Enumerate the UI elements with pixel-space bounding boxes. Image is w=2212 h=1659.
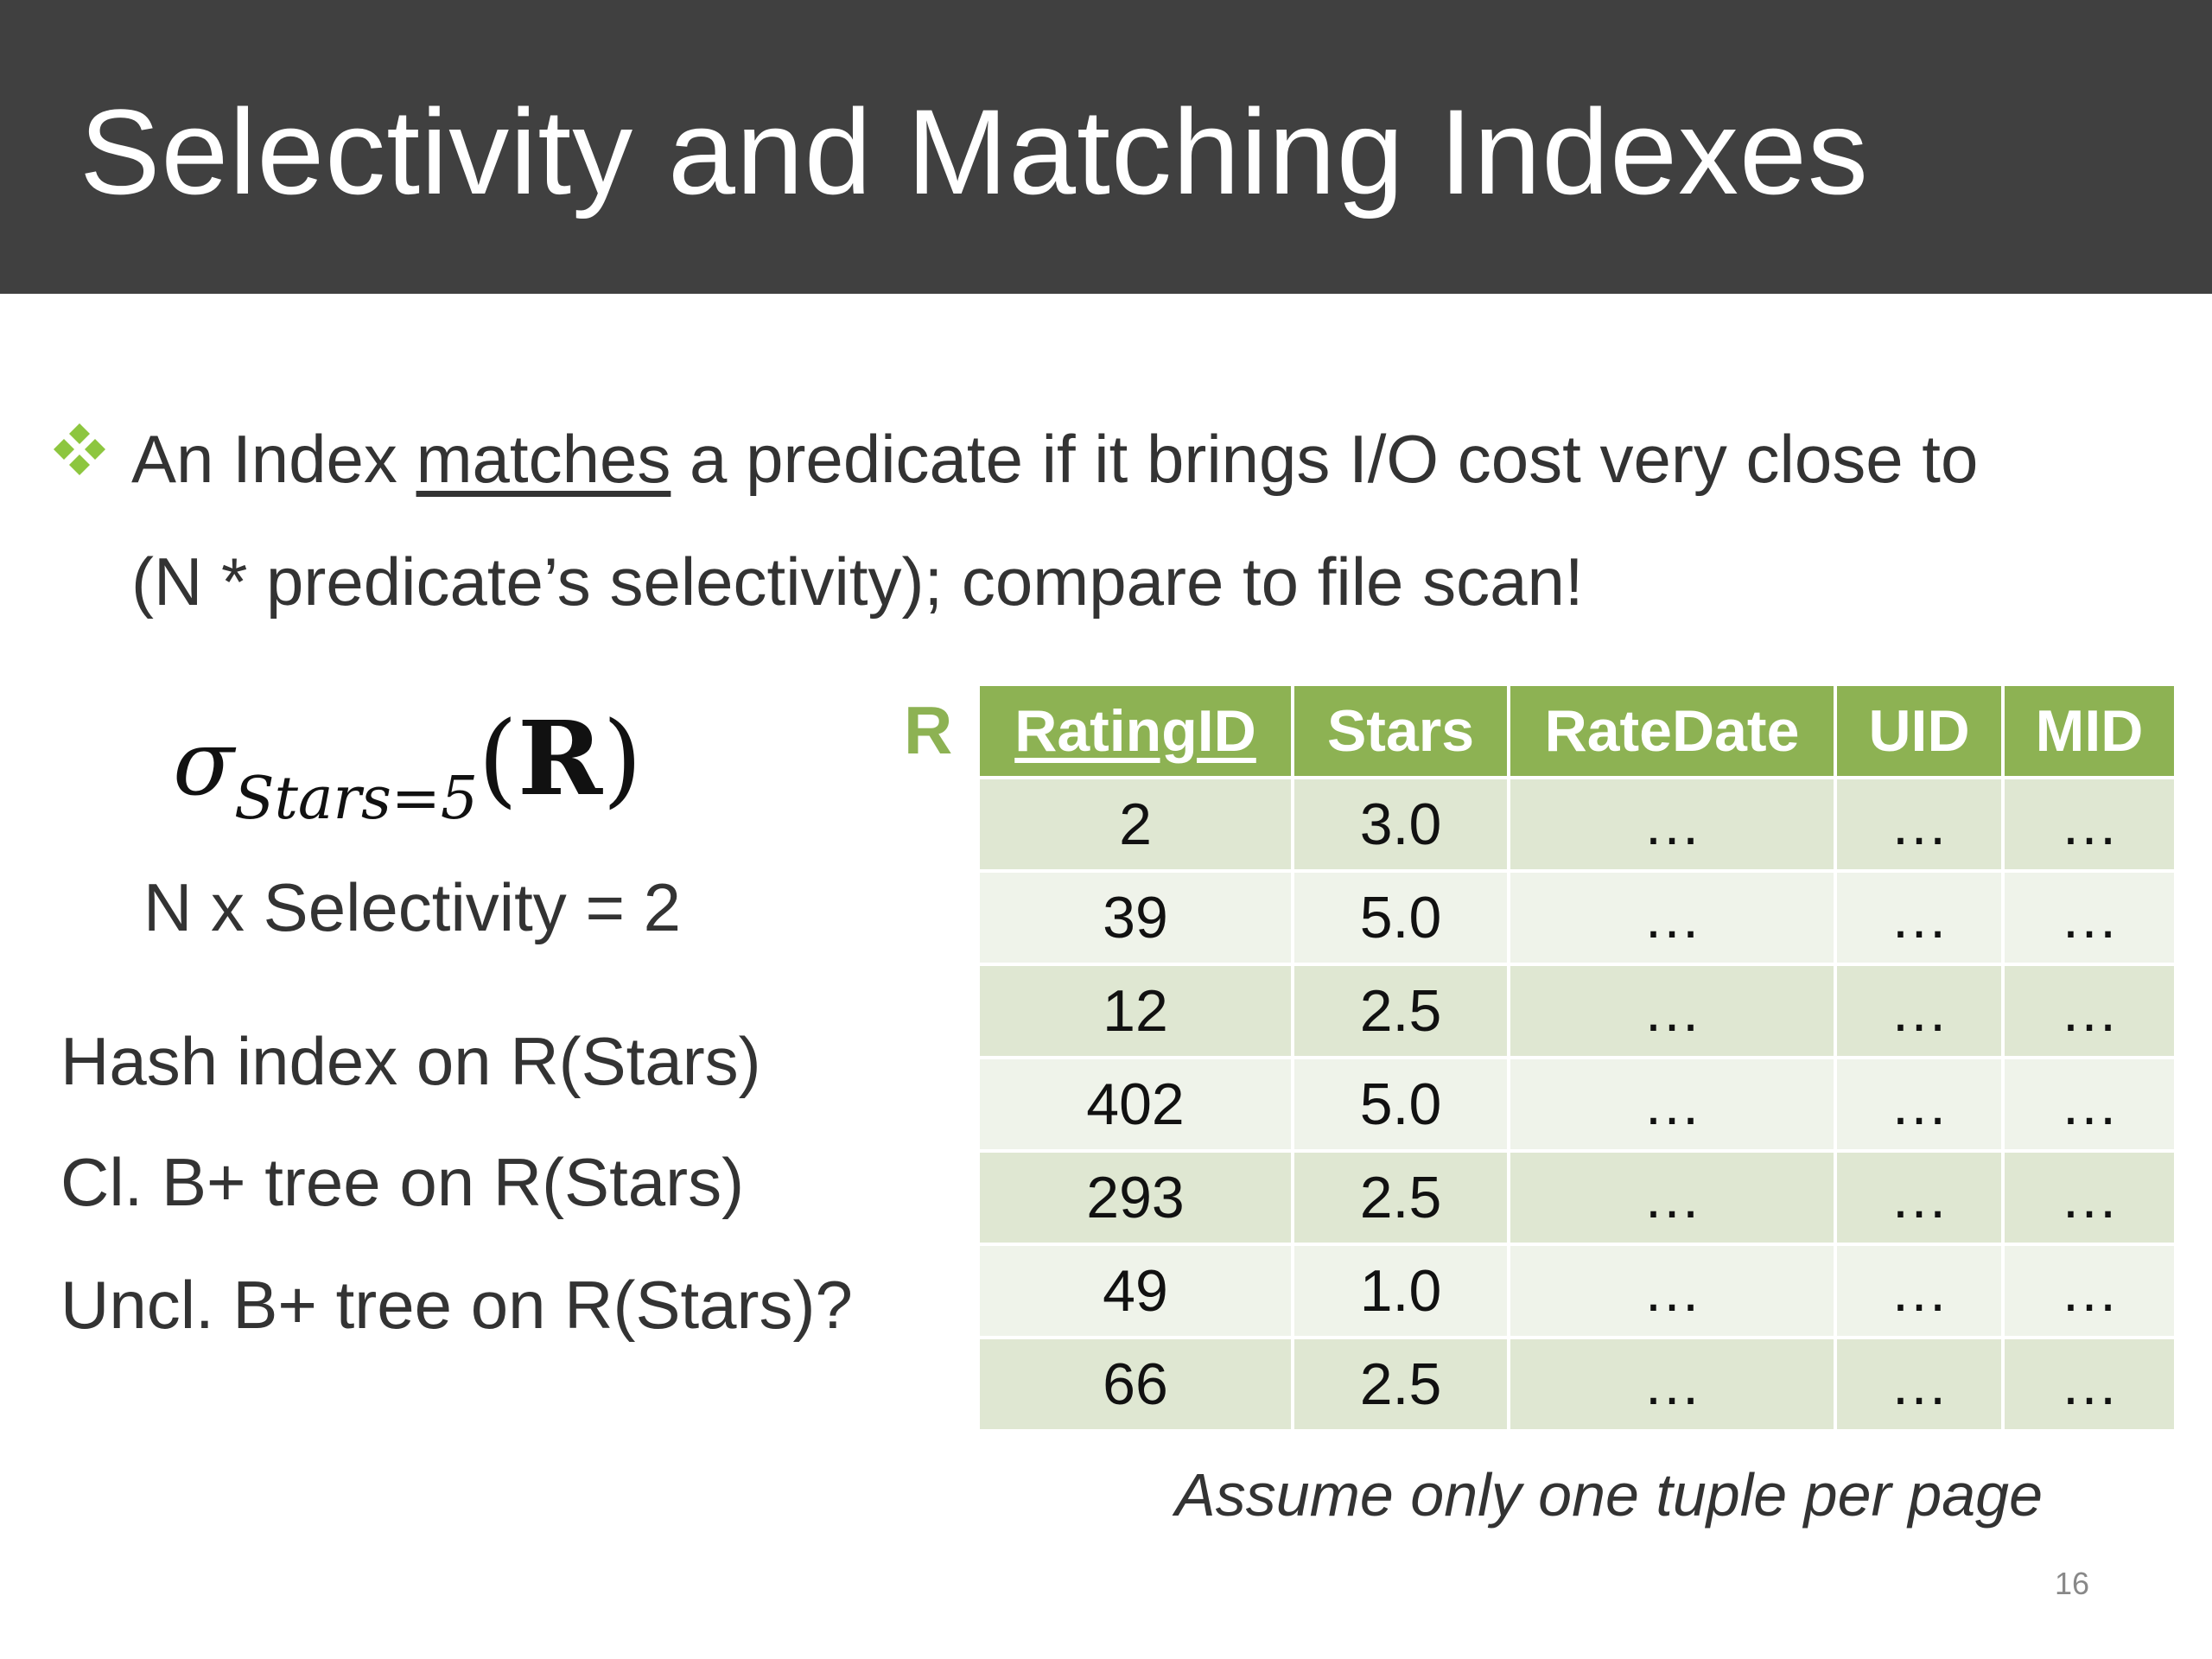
four-diamond-bullet-icon — [54, 423, 105, 475]
cell-mid: … — [2001, 1336, 2177, 1433]
table-row: 12 2.5 … … … — [976, 963, 2177, 1059]
bullet-text: An Index matches a predicate if it bring… — [131, 397, 1978, 643]
cell-ratingid: 39 — [976, 869, 1294, 966]
cell-ratedate: … — [1507, 776, 1837, 873]
cell-ratedate: … — [1507, 1243, 1837, 1339]
cell-ratingid: 2 — [976, 776, 1294, 873]
cell-ratingid: 49 — [976, 1243, 1294, 1339]
formula-argument: (R) — [478, 698, 643, 818]
cell-stars: 3.0 — [1291, 776, 1510, 873]
table-row: 2 3.0 … … … — [976, 776, 2177, 873]
table-caption: Assume only one tuple per page — [1175, 1461, 2043, 1529]
cell-ratingid: 66 — [976, 1336, 1294, 1433]
underlined-term: matches — [416, 421, 671, 497]
column-header-stars: Stars — [1291, 683, 1510, 779]
table-row: 293 2.5 … … … — [976, 1149, 2177, 1246]
cell-stars: 2.5 — [1291, 963, 1510, 1059]
cell-uid: … — [1834, 1336, 2005, 1433]
selection-formula: σStars=5(R) — [173, 698, 643, 833]
bullet-text-start: An Index — [131, 421, 416, 497]
cell-uid: … — [1834, 869, 2005, 966]
index-option-unclustered: Uncl. B+ tree on R(Stars)? — [60, 1267, 853, 1343]
cell-mid: … — [2001, 1243, 2177, 1339]
cell-uid: … — [1834, 776, 2005, 873]
bullet-text-line2: (N * predicate’s selectivity); compare t… — [131, 543, 1584, 620]
cell-ratedate: … — [1507, 1149, 1837, 1246]
cell-stars: 2.5 — [1291, 1336, 1510, 1433]
cell-mid: … — [2001, 1056, 2177, 1153]
cell-ratedate: … — [1507, 869, 1837, 966]
cell-ratingid: 402 — [976, 1056, 1294, 1153]
column-header-ratedate: RateDate — [1507, 683, 1837, 779]
ratings-table: RatingID Stars RateDate UID MID 2 3.0 … … — [976, 683, 2177, 1433]
cell-uid: … — [1834, 1243, 2005, 1339]
column-header-uid: UID — [1834, 683, 2005, 779]
cell-mid: … — [2001, 1149, 2177, 1246]
cell-ratingid: 293 — [976, 1149, 1294, 1246]
cell-mid: … — [2001, 963, 2177, 1059]
column-header-mid: MID — [2001, 683, 2177, 779]
cell-stars: 5.0 — [1291, 869, 1510, 966]
cell-ratingid: 12 — [976, 963, 1294, 1059]
title-bar: Selectivity and Matching Indexes — [0, 0, 2212, 294]
relation-label: R — [904, 692, 953, 768]
table-row: 39 5.0 … … … — [976, 869, 2177, 966]
cell-ratedate: … — [1507, 1056, 1837, 1153]
cell-uid: … — [1834, 1149, 2005, 1246]
cell-ratedate: … — [1507, 963, 1837, 1059]
cell-mid: … — [2001, 776, 2177, 873]
slide-title: Selectivity and Matching Indexes — [79, 84, 1869, 219]
table-row: 49 1.0 … … … — [976, 1243, 2177, 1339]
cell-stars: 1.0 — [1291, 1243, 1510, 1339]
sigma-symbol: σ — [173, 710, 234, 816]
cell-ratedate: … — [1507, 1336, 1837, 1433]
cell-uid: … — [1834, 963, 2005, 1059]
index-option-clustered: Cl. B+ tree on R(Stars) — [60, 1144, 745, 1220]
bullet-text-rest: a predicate if it brings I/O cost very c… — [671, 421, 1979, 497]
formula-subscript: Stars=5 — [234, 765, 479, 833]
index-option-hash: Hash index on R(Stars) — [60, 1023, 761, 1099]
table-header-row: RatingID Stars RateDate UID MID — [976, 683, 2177, 779]
cell-mid: … — [2001, 869, 2177, 966]
selectivity-text: N x Selectivity = 2 — [143, 869, 682, 945]
cell-stars: 5.0 — [1291, 1056, 1510, 1153]
cell-uid: … — [1834, 1056, 2005, 1153]
page-number: 16 — [2055, 1566, 2090, 1601]
cell-stars: 2.5 — [1291, 1149, 1510, 1246]
table-row: 402 5.0 … … … — [976, 1056, 2177, 1153]
column-header-ratingid: RatingID — [976, 683, 1294, 779]
table-row: 66 2.5 … … … — [976, 1336, 2177, 1433]
